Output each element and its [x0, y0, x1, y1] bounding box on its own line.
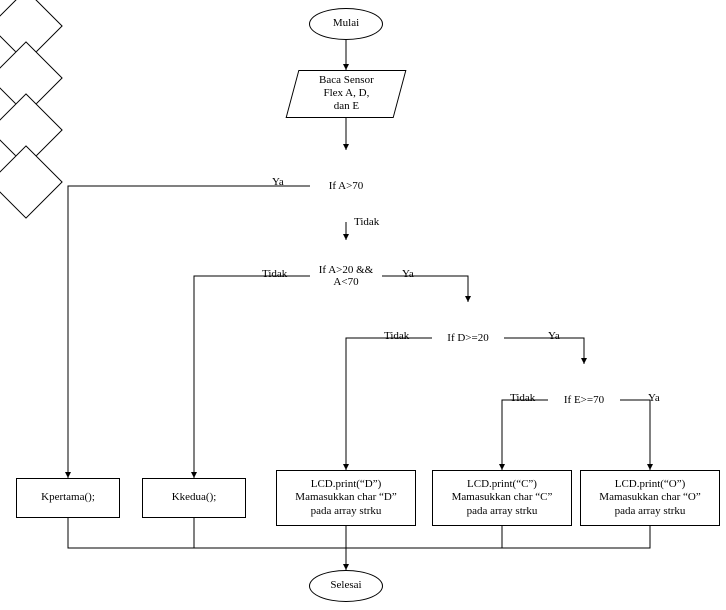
process-print-c: LCD.print(“C”) Mamasukkan char “C” pada … — [432, 470, 572, 526]
start-terminator: Mulai — [309, 8, 383, 40]
flowchart-canvas: Mulai Baca Sensor Flex A, D, dan E If A>… — [0, 0, 726, 610]
edge-label-d2-no: Tidak — [262, 268, 287, 280]
process-print-d-label: LCD.print(“D”) Mamasukkan char “D” pada … — [295, 478, 396, 518]
process-kpertama-label: Kpertama(); — [41, 491, 95, 504]
end-terminator: Selesai — [309, 570, 383, 602]
read-sensor-io: Baca Sensor Flex A, D, dan E — [292, 70, 400, 118]
end-label: Selesai — [330, 579, 361, 592]
edge-label-d1-yes: Ya — [272, 176, 284, 188]
edge-label-d3-yes: Ya — [548, 330, 560, 342]
read-sensor-label: Baca Sensor Flex A, D, dan E — [319, 74, 374, 114]
decision-e-gte-70-label: If E>=70 — [558, 394, 610, 406]
process-print-d: LCD.print(“D”) Mamasukkan char “D” pada … — [276, 470, 416, 526]
process-print-o: LCD.print(“O”) Mamasukkan char “O” pada … — [580, 470, 720, 526]
process-kkedua: Kkedua(); — [142, 478, 246, 518]
edge-label-d3-no: Tidak — [384, 330, 409, 342]
start-label: Mulai — [333, 17, 359, 30]
process-print-o-label: LCD.print(“O”) Mamasukkan char “O” pada … — [599, 478, 700, 518]
decision-a-range-label: If A>20 && A<70 — [316, 264, 376, 288]
edge-label-d2-yes: Ya — [402, 268, 414, 280]
decision-a-gt-70-label: If A>70 — [324, 180, 368, 192]
edge-label-d4-no: Tidak — [510, 392, 535, 404]
decision-d-gte-20-label: If D>=20 — [442, 332, 494, 344]
edge-label-d1-no: Tidak — [354, 216, 379, 228]
process-kkedua-label: Kkedua(); — [172, 491, 217, 504]
process-print-c-label: LCD.print(“C”) Mamasukkan char “C” pada … — [452, 478, 553, 518]
process-kpertama: Kpertama(); — [16, 478, 120, 518]
edge-label-d4-yes: Ya — [648, 392, 660, 404]
decision-e-gte-70 — [0, 145, 63, 219]
